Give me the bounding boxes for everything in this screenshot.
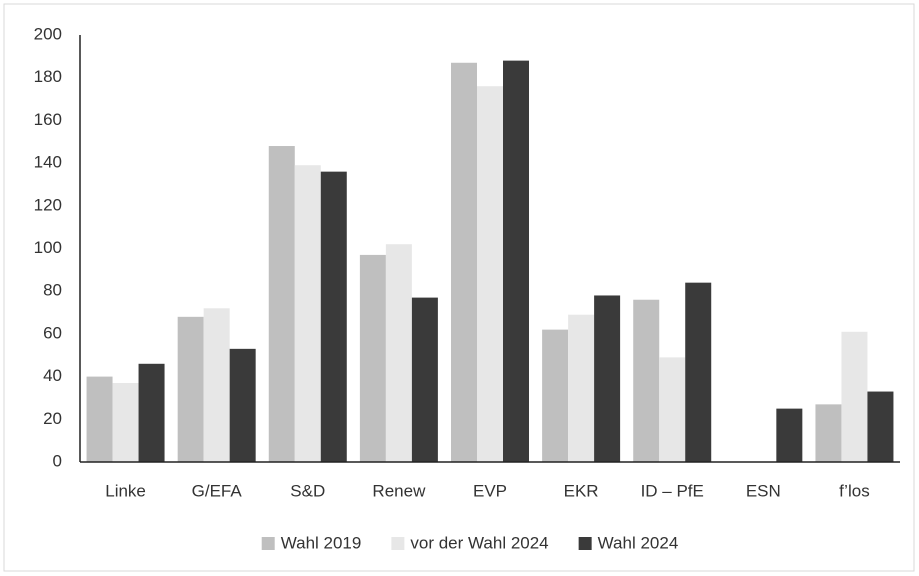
- bar: [359, 254, 386, 462]
- bar: [86, 376, 113, 462]
- y-tick-label: 160: [34, 110, 62, 129]
- bar: [203, 308, 230, 462]
- legend-label: Wahl 2024: [598, 533, 679, 552]
- bar: [633, 299, 660, 462]
- y-tick-label: 60: [43, 323, 62, 342]
- y-tick-label: 180: [34, 67, 62, 86]
- bar: [594, 295, 621, 462]
- y-tick-label: 20: [43, 409, 62, 428]
- bar: [568, 314, 595, 462]
- bar: [138, 363, 165, 462]
- x-tick-label: ID – PfE: [641, 481, 704, 500]
- bar: [177, 316, 204, 462]
- bar: [867, 391, 894, 462]
- bar: [503, 60, 529, 463]
- bar: [659, 357, 686, 462]
- x-tick-label: Linke: [105, 481, 146, 500]
- bar: [451, 62, 477, 462]
- legend-swatch: [391, 537, 405, 550]
- bar: [294, 165, 321, 463]
- x-tick-label: ESN: [746, 481, 781, 500]
- bar: [112, 383, 139, 462]
- x-tick-label: f’los: [839, 481, 870, 500]
- bar: [477, 86, 503, 463]
- y-tick-label: 80: [43, 281, 62, 300]
- legend-swatch: [578, 537, 592, 550]
- legend-label: Wahl 2019: [281, 533, 362, 552]
- y-tick-label: 140: [34, 153, 62, 172]
- bar: [841, 331, 868, 462]
- bar: [268, 146, 295, 462]
- bar: [776, 408, 803, 462]
- y-tick-label: 200: [34, 24, 62, 43]
- y-tick-label: 100: [34, 238, 62, 257]
- legend-label: vor der Wahl 2024: [410, 533, 548, 552]
- bar: [815, 404, 842, 462]
- x-tick-label: G/EFA: [192, 481, 243, 500]
- x-tick-label: S&D: [290, 481, 325, 500]
- bar: [229, 348, 256, 462]
- legend-swatch: [261, 537, 275, 550]
- x-tick-label: Renew: [372, 481, 426, 500]
- bar: [411, 297, 438, 462]
- bar: [542, 329, 569, 462]
- y-tick-label: 120: [34, 195, 62, 214]
- x-tick-label: EVP: [473, 481, 507, 500]
- bar: [320, 171, 347, 462]
- bar: [385, 244, 412, 462]
- y-tick-label: 40: [43, 366, 62, 385]
- x-tick-label: EKR: [564, 481, 599, 500]
- y-tick-label: 0: [53, 451, 62, 470]
- bar: [685, 282, 712, 462]
